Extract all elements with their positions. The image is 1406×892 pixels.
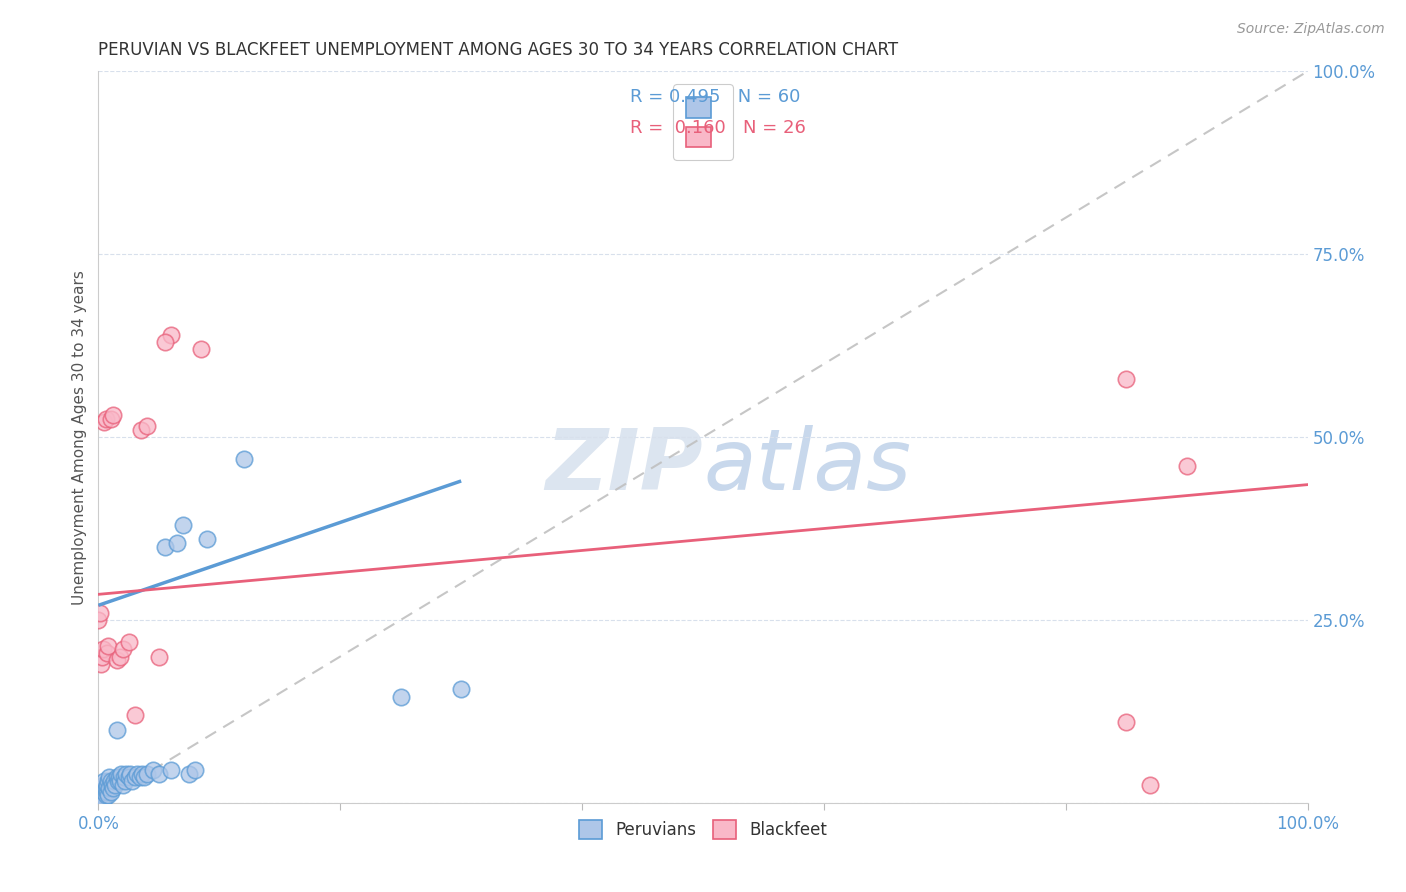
Point <box>172 517 194 532</box>
Point <box>93 416 115 430</box>
Point <box>112 770 135 784</box>
Point <box>1139 778 1161 792</box>
Point <box>91 642 114 657</box>
Text: R =  0.160   N = 26: R = 0.160 N = 26 <box>630 120 806 137</box>
Point <box>93 773 115 788</box>
Point <box>108 773 131 788</box>
Point <box>90 796 112 810</box>
Point <box>1115 715 1137 730</box>
Point <box>131 766 153 780</box>
Text: PERUVIAN VS BLACKFEET UNEMPLOYMENT AMONG AGES 30 TO 34 YEARS CORRELATION CHART: PERUVIAN VS BLACKFEET UNEMPLOYMENT AMONG… <box>98 41 898 59</box>
Point <box>108 770 131 784</box>
Point <box>103 773 125 788</box>
Point <box>160 327 183 342</box>
Point <box>114 773 136 788</box>
Point <box>100 412 122 426</box>
Point <box>118 766 141 780</box>
Point <box>90 781 112 796</box>
Point <box>91 649 114 664</box>
Point <box>389 690 412 704</box>
Point <box>96 646 118 660</box>
Point <box>111 642 134 657</box>
Point <box>148 766 170 780</box>
Point <box>195 533 218 547</box>
Point <box>90 789 112 804</box>
Point <box>107 773 129 788</box>
Point <box>96 778 118 792</box>
Point <box>190 343 212 357</box>
Point <box>90 657 112 671</box>
Point <box>124 770 146 784</box>
Point <box>87 789 110 803</box>
Point <box>135 419 157 434</box>
Point <box>94 789 117 803</box>
Legend: Peruvians, Blackfeet: Peruvians, Blackfeet <box>572 814 834 846</box>
Point <box>148 649 170 664</box>
Point <box>97 789 120 803</box>
Point <box>89 796 111 810</box>
Point <box>166 536 188 550</box>
Point <box>87 613 110 627</box>
Point <box>104 778 127 792</box>
Point <box>232 452 254 467</box>
Point <box>142 763 165 777</box>
Point <box>101 408 124 422</box>
Text: atlas: atlas <box>703 425 911 508</box>
Point <box>124 708 146 723</box>
Point <box>115 766 138 780</box>
Point <box>184 763 207 777</box>
Point <box>91 789 114 803</box>
Y-axis label: Unemployment Among Ages 30 to 34 years: Unemployment Among Ages 30 to 34 years <box>72 269 87 605</box>
Point <box>129 423 152 437</box>
Point <box>98 770 121 784</box>
Point <box>91 787 114 801</box>
Point <box>110 766 132 780</box>
Point <box>93 792 115 806</box>
Point <box>153 334 176 349</box>
Text: ZIP: ZIP <box>546 425 703 508</box>
Point <box>127 766 149 780</box>
Point <box>91 792 114 806</box>
Point <box>105 653 128 667</box>
Point <box>97 773 120 788</box>
Point <box>160 763 183 777</box>
Point <box>101 781 124 796</box>
Point <box>118 770 141 784</box>
Point <box>100 773 122 788</box>
Point <box>105 770 128 784</box>
Point <box>93 785 115 799</box>
Point <box>1115 371 1137 385</box>
Point <box>94 412 117 426</box>
Point <box>118 635 141 649</box>
Point <box>100 785 122 799</box>
Point <box>97 639 120 653</box>
Text: R = 0.495   N = 60: R = 0.495 N = 60 <box>630 88 801 106</box>
Point <box>108 649 131 664</box>
Point <box>121 773 143 788</box>
Point <box>135 766 157 780</box>
Text: Source: ZipAtlas.com: Source: ZipAtlas.com <box>1237 22 1385 37</box>
Point <box>89 785 111 799</box>
Point <box>105 723 128 737</box>
Point <box>450 682 472 697</box>
Point <box>94 781 117 796</box>
Point <box>91 778 114 792</box>
Point <box>96 785 118 799</box>
Point <box>111 778 134 792</box>
Point <box>153 540 176 554</box>
Point <box>98 781 121 796</box>
Point <box>87 796 110 810</box>
Point <box>89 792 111 806</box>
Point <box>134 770 156 784</box>
Point <box>179 766 201 780</box>
Point <box>89 606 111 620</box>
Point <box>1175 459 1198 474</box>
Point <box>100 778 122 792</box>
Point <box>128 770 150 784</box>
